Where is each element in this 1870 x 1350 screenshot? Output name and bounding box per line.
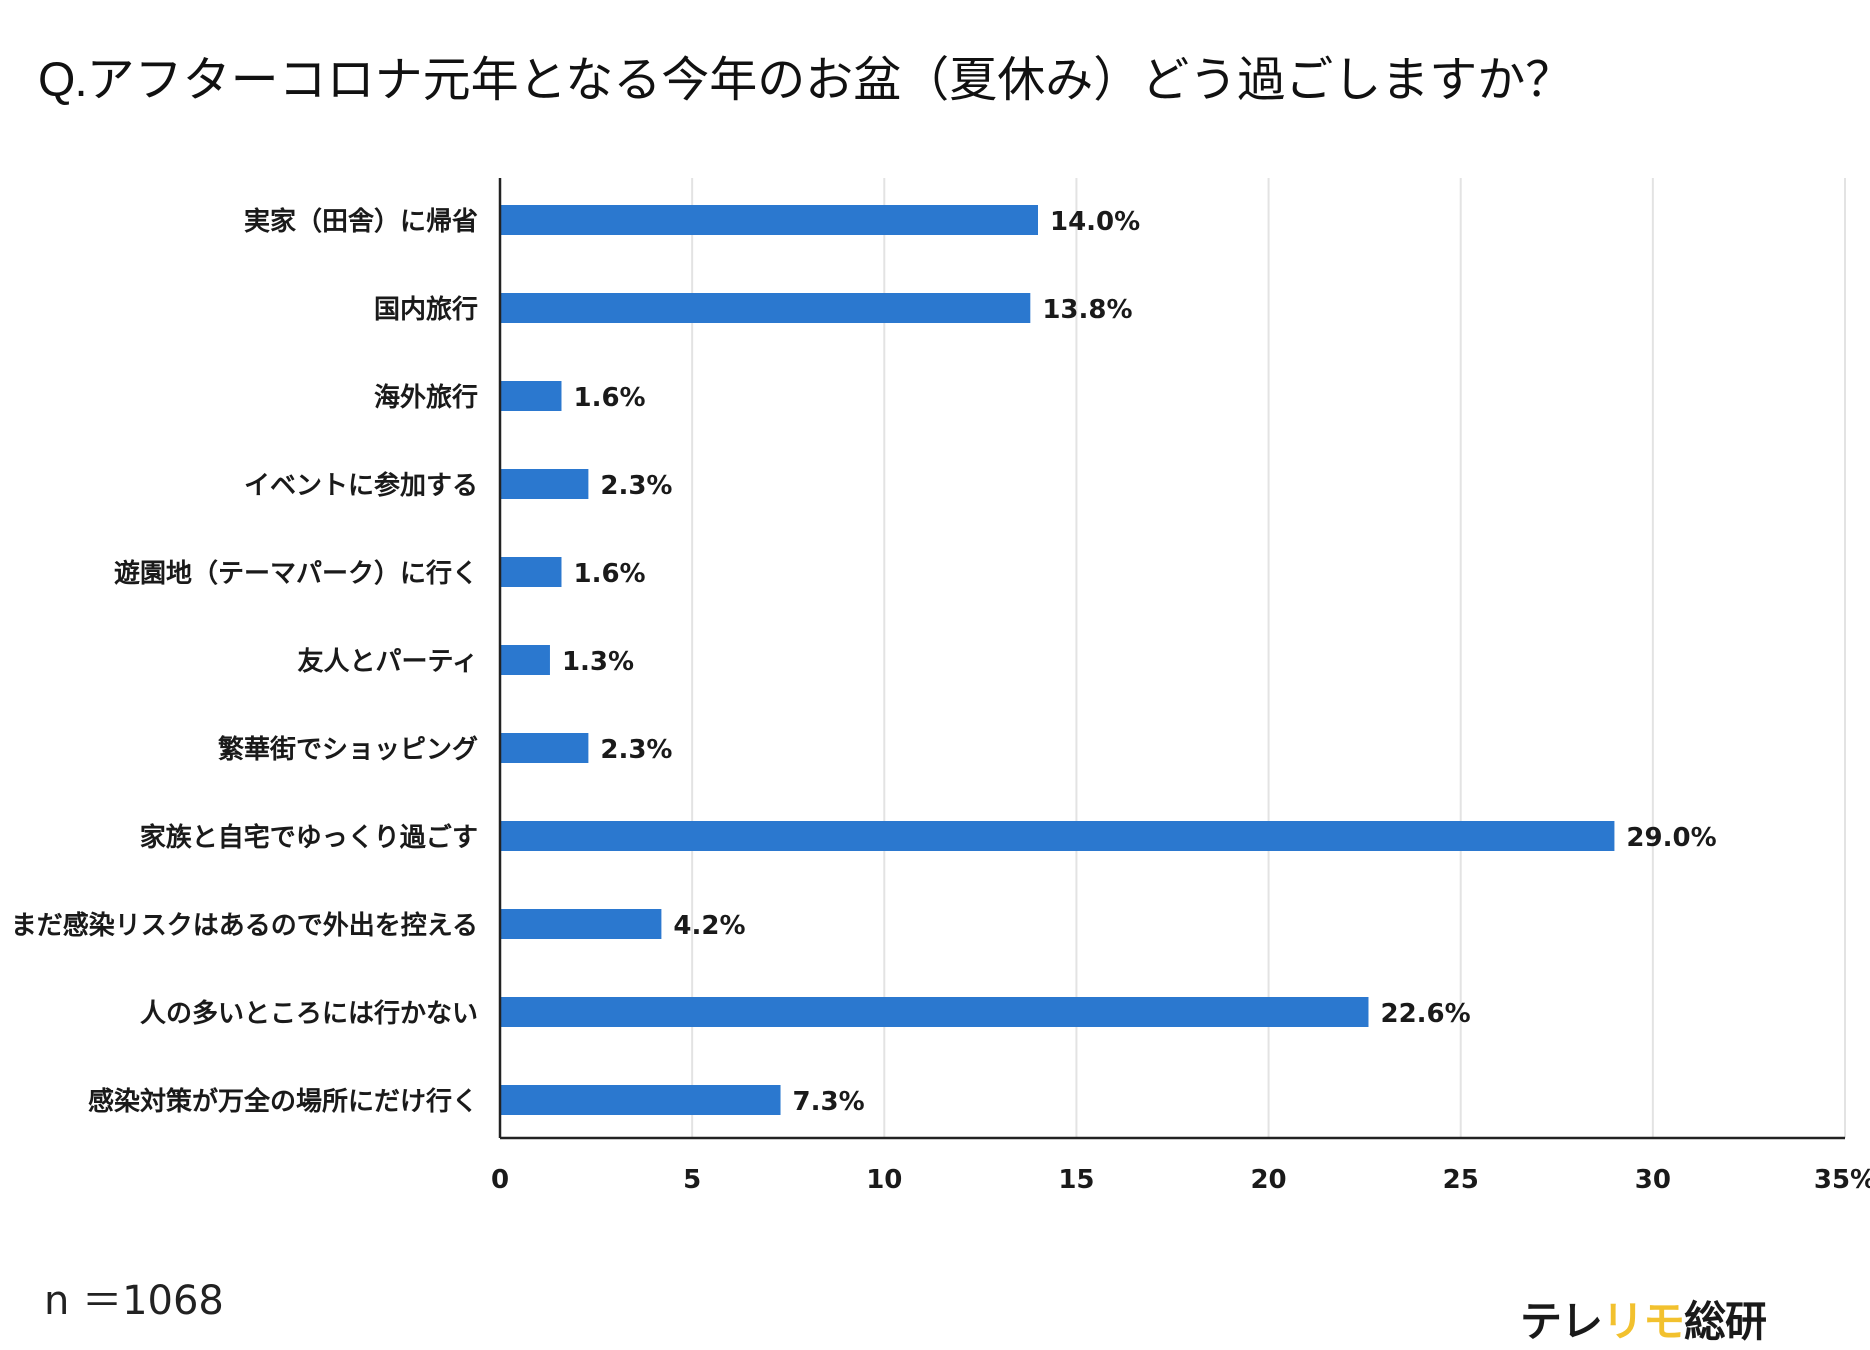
bar [500,645,550,675]
bar [500,557,562,587]
value-label: 14.0% [1050,207,1140,237]
category-label: イベントに参加する [244,470,478,501]
x-tick-label: 25 [1443,1165,1479,1195]
brand-logo: テレリモ総研 [1520,1288,1767,1349]
question-prefix: Q. [38,54,88,107]
category-label: 家族と自宅でゆっくり過ごす [140,822,478,853]
value-label: 1.6% [573,559,645,589]
bar [500,733,589,763]
x-tick-label: 10 [866,1165,902,1195]
category-label: 繁華街でショッピング [218,734,478,765]
question-text: アフターコロナ元年となる今年のお盆（夏休み）どう過ごしますか？ [86,52,1574,108]
axes [498,178,1845,1140]
logo-part-2: リモ [1602,1297,1685,1346]
bar [500,909,662,939]
x-tick-labels: 0 5 10 15 20 25 30 35% [491,1165,1870,1195]
x-tick-label: 20 [1250,1165,1286,1195]
value-label: 1.6% [573,383,645,413]
logo-part-1: テレ [1520,1297,1603,1346]
value-label: 7.3% [793,1087,865,1117]
value-label: 2.3% [600,735,672,765]
bar [500,205,1038,235]
value-label: 13.8% [1042,295,1132,325]
bar [500,821,1615,851]
x-tick-label: 0 [491,1165,509,1195]
value-label: 22.6% [1380,999,1470,1029]
bar [500,1085,781,1115]
value-label: 29.0% [1626,823,1716,853]
x-tick-label: 30 [1635,1165,1671,1195]
x-tick-label: 35% [1814,1165,1870,1195]
category-label: 友人とパーティ [298,647,478,677]
x-tick-label: 5 [683,1165,701,1195]
category-label: まだ感染リスクはあるので外出を控える [11,911,478,941]
bar [500,997,1369,1027]
bar [500,469,589,499]
bars [500,205,1615,1115]
category-label: 実家（田舎）に帰省 [244,206,478,237]
category-labels: 実家（田舎）に帰省国内旅行海外旅行イベントに参加する遊園地（テーマパーク）に行く… [11,206,478,1117]
value-label: 2.3% [600,471,672,501]
x-tick-label: 15 [1058,1165,1094,1195]
bar [500,293,1031,323]
category-label: 人の多いところには行かない [140,998,478,1029]
value-labels: 14.0% 13.8% 1.6% 2.3% 1.6% 1.3% 2.3% 29.0% 4.2% 2… [562,207,1717,1117]
chart-title: Q.アフターコロナ元年となる今年のお盆（夏休み）どう過ごしますか？ [38,40,1573,110]
category-label: 遊園地（テーマパーク）に行く [114,558,478,589]
category-label: 海外旅行 [374,382,478,413]
grid-lines [691,178,1846,1138]
bar [500,381,562,411]
value-label: 4.2% [673,911,745,941]
sample-size: n ＝1068 [44,1278,224,1324]
value-label: 1.3% [562,647,634,677]
logo-part-3: 総研 [1684,1297,1767,1346]
category-label: 国内旅行 [374,294,478,325]
category-label: 感染対策が万全の場所にだけ行く [88,1086,478,1117]
